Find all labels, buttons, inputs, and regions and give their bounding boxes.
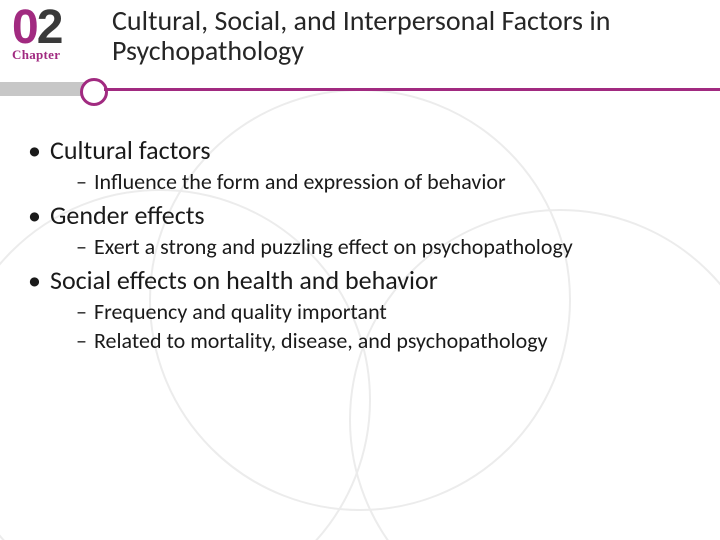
chapter-number: 0 2: [12, 6, 104, 49]
bullet-level1: •Gender effects: [28, 199, 692, 231]
bullet-level2: –Frequency and quality important: [76, 298, 692, 325]
bullet-level1: •Social effects on health and behavior: [28, 264, 692, 296]
bullet-text: Gender effects: [50, 199, 692, 231]
bullet-text: Cultural factors: [50, 134, 692, 166]
slide-body: •Cultural factors–Influence the form and…: [28, 130, 692, 356]
chapter-digit-0: 0: [12, 6, 37, 49]
bullet-dot-icon: •: [28, 199, 50, 231]
bullet-level1: •Cultural factors: [28, 134, 692, 166]
subbullet-text: Influence the form and expression of beh…: [94, 168, 692, 195]
chapter-badge: 0 2 Chapter: [12, 6, 104, 63]
bullet-level2: –Exert a strong and puzzling effect on p…: [76, 233, 692, 260]
slide-title: Cultural, Social, and Interpersonal Fact…: [112, 6, 700, 66]
dash-icon: –: [76, 233, 94, 260]
chapter-label: Chapter: [12, 47, 104, 63]
stripe-circle-icon: [80, 78, 108, 106]
bullet-level2: –Influence the form and expression of be…: [76, 168, 692, 195]
stripe-gray: [0, 82, 92, 96]
dash-icon: –: [76, 298, 94, 325]
bullet-dot-icon: •: [28, 264, 50, 296]
subbullet-text: Exert a strong and puzzling effect on ps…: [94, 233, 692, 260]
stripe-purple: [104, 88, 720, 91]
bullet-level2: –Related to mortality, disease, and psyc…: [76, 327, 692, 354]
chapter-digit-1: 2: [37, 6, 62, 49]
dash-icon: –: [76, 327, 94, 354]
subbullet-text: Related to mortality, disease, and psych…: [94, 327, 692, 354]
bullet-dot-icon: •: [28, 134, 50, 166]
bullet-text: Social effects on health and behavior: [50, 264, 692, 296]
dash-icon: –: [76, 168, 94, 195]
subbullet-text: Frequency and quality important: [94, 298, 692, 325]
